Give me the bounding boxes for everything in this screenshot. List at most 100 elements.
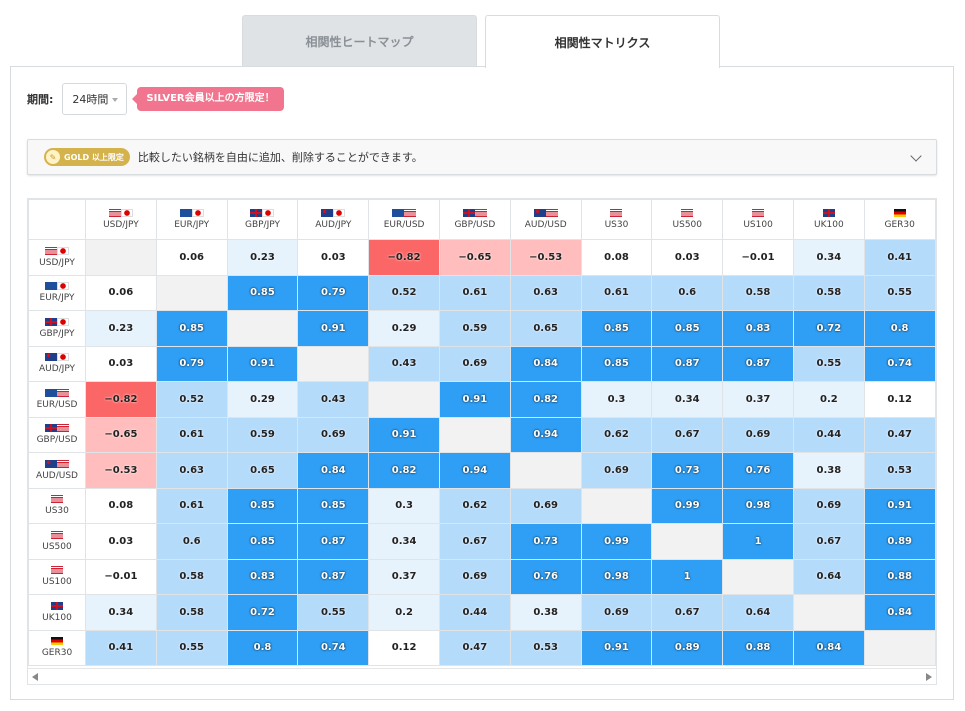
correlation-value: 0.98 — [745, 500, 771, 512]
correlation-value: 0.87 — [320, 571, 346, 583]
row-header-content: US500 — [29, 530, 85, 552]
correlation-cell: 0.98 — [580, 558, 653, 595]
scroll-left-icon[interactable] — [32, 673, 38, 681]
correlation-cell: 0.76 — [509, 558, 582, 595]
correlation-value: 0.58 — [179, 571, 205, 583]
flag-icon — [610, 209, 623, 217]
row-header: US100 — [28, 558, 86, 595]
correlation-cell: 0.34 — [368, 523, 440, 560]
row-header-content: US30 — [29, 495, 85, 516]
column-label: GER30 — [884, 220, 915, 230]
correlation-value: 0.84 — [887, 606, 912, 618]
table-row: GBP/USD −0.65 0.61 0.59 0.69 0.91 0.94 0.62 0.67… — [28, 416, 936, 453]
tab-bar: 相関性ヒートマップ 相関性マトリクス — [242, 15, 720, 68]
gb-flag-icon — [45, 424, 57, 433]
gold-feature-bar[interactable]: ✎ GOLD 以上限定 比較したい銘柄を自由に追加、削除することができます。 — [27, 139, 937, 175]
correlation-value: 1 — [754, 535, 762, 547]
flag-icon — [822, 209, 835, 217]
correlation-value: 0.47 — [462, 642, 488, 654]
correlation-value: −0.01 — [104, 571, 138, 583]
correlation-cell: 0.2 — [792, 381, 865, 418]
scroll-right-icon[interactable] — [926, 673, 932, 681]
correlation-value: 0.2 — [820, 393, 838, 405]
correlation-cell: 0.82 — [368, 452, 440, 489]
correlation-cell: 0.62 — [580, 416, 653, 453]
us-flag-icon — [108, 209, 121, 217]
correlation-cell: 0.61 — [580, 274, 653, 311]
correlation-value: 0.29 — [391, 322, 417, 334]
correlation-value: 0.87 — [674, 358, 700, 370]
correlation-cell: 0.41 — [85, 629, 157, 666]
correlation-cell: 0.41 — [863, 239, 936, 276]
tab-correlation-heatmap[interactable]: 相関性ヒートマップ — [242, 15, 477, 67]
correlation-cell: 0.73 — [509, 523, 582, 560]
correlation-cell: 0.59 — [438, 310, 511, 347]
period-select[interactable]: 24時間 — [62, 83, 128, 115]
correlation-value: 0.69 — [604, 464, 629, 476]
correlation-value: 0.67 — [462, 535, 488, 547]
correlation-matrix: USD/JPY EUR/JPY GBP/JPY AUD/JPY EUR/USD GBP/U… — [27, 198, 937, 685]
correlation-value: 0.69 — [745, 429, 771, 441]
correlation-cell: 0.69 — [509, 487, 582, 524]
column-label: EUR/USD — [383, 220, 425, 230]
us-flag-icon — [681, 209, 694, 217]
tab-correlation-matrix[interactable]: 相関性マトリクス — [485, 15, 720, 68]
column-header: US500 — [651, 199, 724, 240]
row-label: US30 — [45, 506, 69, 517]
us-flag-icon — [57, 459, 69, 468]
column-label: AUD/USD — [524, 220, 567, 230]
correlation-value: 0.64 — [816, 571, 842, 583]
correlation-value: 0.62 — [462, 500, 488, 512]
correlation-cell: −0.01 — [722, 239, 794, 276]
correlation-value: 0.65 — [533, 322, 559, 334]
correlation-value: 0.69 — [462, 571, 488, 583]
table-row: EUR/JPY 0.06 0.85 0.79 0.52 0.61 0.63 0.61 0.6 0.… — [28, 274, 936, 311]
correlation-value: −0.65 — [458, 251, 492, 263]
correlation-cell: 0.91 — [297, 310, 370, 347]
correlation-value: 0.65 — [250, 464, 275, 476]
correlation-cell: 0.87 — [297, 558, 370, 595]
correlation-cell: 0.69 — [580, 594, 653, 631]
period-row: 期間: 24時間 SILVER会員以上の方限定！ — [27, 83, 284, 115]
correlation-cell: 0.67 — [792, 523, 865, 560]
chevron-down-icon[interactable] — [910, 150, 922, 162]
correlation-cell: 0.88 — [722, 629, 794, 666]
row-header-content: UK100 — [29, 601, 85, 623]
correlation-value: 0.84 — [816, 642, 842, 654]
correlation-value: −0.01 — [741, 251, 775, 263]
correlation-value: 0.06 — [179, 251, 205, 263]
us-flag-icon — [474, 209, 487, 217]
correlation-value: 0.3 — [607, 393, 626, 405]
row-header-content: GBP/USD — [29, 424, 85, 445]
column-header-content: UK100 — [794, 209, 864, 230]
correlation-value: 0.6 — [182, 535, 201, 547]
flag-icon — [51, 495, 63, 504]
correlation-cell: 0.47 — [863, 416, 936, 453]
column-header: EUR/JPY — [155, 199, 228, 240]
correlation-cell: 0.64 — [722, 594, 794, 631]
jp-flag-icon — [57, 353, 69, 362]
correlation-cell: 0.55 — [297, 594, 370, 631]
correlation-cell: 0.47 — [438, 629, 511, 666]
correlation-value: 0.43 — [320, 393, 346, 405]
correlation-value: 0.85 — [674, 322, 700, 334]
correlation-value: 0.69 — [462, 358, 488, 370]
correlation-value: −0.82 — [387, 251, 421, 263]
correlation-value: 0.08 — [604, 251, 629, 263]
correlation-cell: 0.8 — [226, 629, 299, 666]
row-header: AUD/JPY — [28, 345, 86, 382]
correlation-value: 0.94 — [533, 429, 559, 441]
correlation-value: 0.03 — [108, 535, 134, 547]
au-flag-icon — [321, 209, 334, 217]
horizontal-scrollbar[interactable] — [28, 668, 936, 684]
silver-member-badge: SILVER会員以上の方限定！ — [132, 87, 284, 111]
correlation-value: 0.34 — [391, 535, 417, 547]
correlation-cell: 0.84 — [863, 594, 936, 631]
correlation-value: 0.76 — [745, 464, 771, 476]
flag-icon — [51, 637, 63, 646]
correlation-cell: 0.91 — [580, 629, 653, 666]
correlation-value: 0.94 — [462, 464, 488, 476]
diagonal-cell — [509, 452, 582, 489]
correlation-cell: 0.69 — [297, 416, 370, 453]
row-label: AUD/USD — [36, 470, 78, 481]
